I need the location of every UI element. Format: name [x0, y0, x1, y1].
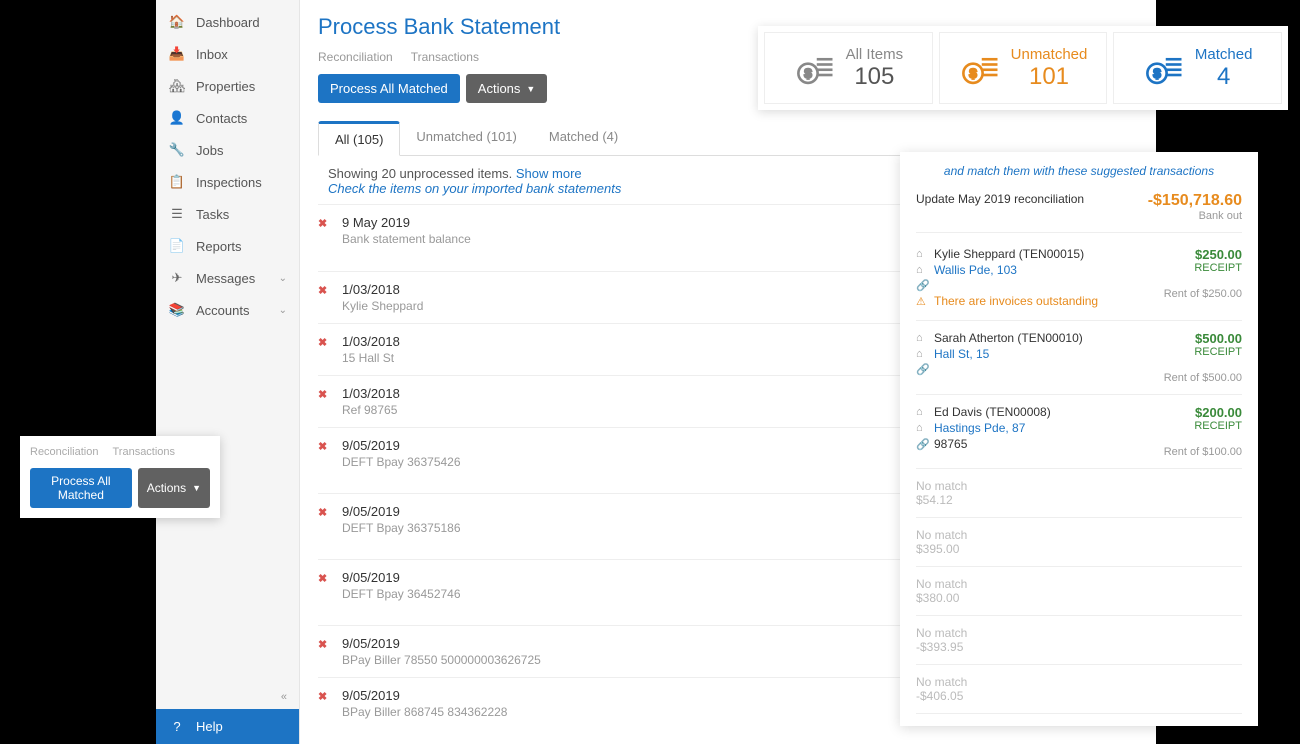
- nav-icon: 🏘: [168, 78, 186, 94]
- sidebar-item-inbox[interactable]: 📥Inbox: [156, 38, 299, 70]
- no-match-item: No match$395.00: [916, 518, 1242, 567]
- subtab-transactions[interactable]: Transactions: [411, 50, 479, 64]
- summary-sub: Bank out: [1148, 210, 1242, 222]
- no-match-item: No match-$406.05: [916, 665, 1242, 714]
- sidebar-item-inspections[interactable]: 📋Inspections: [156, 166, 299, 198]
- nav-icon: 📋: [168, 174, 186, 190]
- sidebar-item-dashboard[interactable]: 🏠Dashboard: [156, 6, 299, 38]
- coins-icon: $: [1143, 47, 1185, 89]
- remove-row-icon[interactable]: ✖: [318, 334, 334, 349]
- float-actions-button[interactable]: Actions▼: [138, 468, 210, 508]
- no-match-item: No match$54.12: [916, 469, 1242, 518]
- remove-row-icon[interactable]: ✖: [318, 215, 334, 230]
- remove-row-icon[interactable]: ✖: [318, 438, 334, 453]
- sidebar-item-messages[interactable]: ✈Messages⌄: [156, 262, 299, 294]
- coins-icon: $: [959, 47, 1001, 89]
- stat-matched[interactable]: $ Matched 4: [1113, 32, 1282, 104]
- stats-card: $ All Items 105 $ Unmatched 101 $ Matche…: [758, 26, 1288, 110]
- help-icon: ?: [168, 719, 186, 734]
- suggestion-item[interactable]: ⌂Sarah Atherton (TEN00010) ⌂Hall St, 15 …: [916, 321, 1242, 395]
- float-tab-reconciliation[interactable]: Reconciliation: [30, 446, 98, 458]
- summary-amount: -$150,718.60: [1148, 192, 1242, 210]
- link-icon: 🔗: [916, 363, 928, 376]
- no-match-item: No match$380.00: [916, 567, 1242, 616]
- svg-text:$: $: [1153, 67, 1160, 81]
- link-icon: 🔗: [916, 438, 928, 451]
- property-link[interactable]: Wallis Pde, 103: [934, 263, 1017, 277]
- property-icon: ⌂: [916, 348, 928, 360]
- nav-icon: 📄: [168, 238, 186, 254]
- help-label: Help: [196, 719, 223, 734]
- suggestion-item[interactable]: ⌂Kylie Sheppard (TEN00015) ⌂Wallis Pde, …: [916, 237, 1242, 321]
- suggestion-item[interactable]: ⌂Ed Davis (TEN00008) ⌂Hastings Pde, 87 🔗…: [916, 395, 1242, 469]
- suggestion-type: RECEIPT: [1132, 346, 1242, 358]
- caret-icon: ▼: [526, 84, 535, 94]
- property-link[interactable]: Hastings Pde, 87: [934, 421, 1025, 435]
- sidebar-item-reports[interactable]: 📄Reports: [156, 230, 299, 262]
- summary-label: Update May 2019 reconciliation: [916, 192, 1084, 222]
- suggestions-heading: and match them with these suggested tran…: [916, 164, 1242, 178]
- remove-row-icon[interactable]: ✖: [318, 636, 334, 651]
- tenant-icon: ⌂: [916, 406, 928, 418]
- chevron-down-icon: ⌄: [279, 273, 287, 284]
- nav-icon: 🔧: [168, 142, 186, 158]
- remove-row-icon[interactable]: ✖: [318, 504, 334, 519]
- suggestion-type: RECEIPT: [1132, 420, 1242, 432]
- nav-icon: 👤: [168, 110, 186, 126]
- coins-icon: $: [794, 47, 836, 89]
- suggestions-panel: and match them with these suggested tran…: [900, 152, 1258, 726]
- warning-icon: ⚠: [916, 295, 928, 308]
- tab-unmatched[interactable]: Unmatched (101): [400, 121, 532, 155]
- svg-text:$: $: [804, 67, 811, 81]
- suggestion-rent: Rent of $250.00: [1132, 288, 1242, 300]
- link-icon: 🔗: [916, 279, 928, 292]
- tab-matched[interactable]: Matched (4): [533, 121, 634, 155]
- collapse-sidebar[interactable]: «: [156, 685, 299, 709]
- property-icon: ⌂: [916, 422, 928, 434]
- subtab-reconciliation[interactable]: Reconciliation: [318, 50, 393, 64]
- process-all-button[interactable]: Process All Matched: [318, 74, 460, 103]
- sidebar-item-properties[interactable]: 🏘Properties: [156, 70, 299, 102]
- no-match-item: No match-$393.95: [916, 616, 1242, 665]
- svg-text:$: $: [969, 67, 976, 81]
- caret-icon: ▼: [192, 483, 201, 493]
- sidebar-item-contacts[interactable]: 👤Contacts: [156, 102, 299, 134]
- suggestion-type: RECEIPT: [1132, 262, 1242, 274]
- nav-icon: 📚: [168, 302, 186, 318]
- remove-row-icon[interactable]: ✖: [318, 688, 334, 703]
- float-tab-transactions[interactable]: Transactions: [112, 446, 175, 458]
- sidebar-item-tasks[interactable]: ☰Tasks: [156, 198, 299, 230]
- help-button[interactable]: ? Help: [156, 709, 299, 744]
- tenant-icon: ⌂: [916, 332, 928, 344]
- property-icon: ⌂: [916, 264, 928, 276]
- suggestion-amount: $250.00: [1132, 247, 1242, 262]
- sidebar: 🏠Dashboard📥Inbox🏘Properties👤Contacts🔧Job…: [156, 0, 300, 744]
- stat-all[interactable]: $ All Items 105: [764, 32, 933, 104]
- filter-tabs: All (105) Unmatched (101) Matched (4): [318, 121, 1138, 156]
- nav-icon: ☰: [168, 206, 186, 222]
- property-link[interactable]: Hall St, 15: [934, 347, 989, 361]
- suggestion-rent: Rent of $500.00: [1132, 372, 1242, 384]
- suggestion-rent: Rent of $100.00: [1132, 446, 1242, 458]
- nav-icon: ✈: [168, 270, 186, 286]
- remove-row-icon[interactable]: ✖: [318, 386, 334, 401]
- remove-row-icon[interactable]: ✖: [318, 570, 334, 585]
- float-actions-card: Reconciliation Transactions Process All …: [20, 436, 220, 518]
- remove-row-icon[interactable]: ✖: [318, 282, 334, 297]
- show-more-link[interactable]: Show more: [516, 166, 582, 181]
- nav-icon: 📥: [168, 46, 186, 62]
- tab-all[interactable]: All (105): [318, 121, 400, 156]
- nav-icon: 🏠: [168, 14, 186, 30]
- suggestion-amount: $200.00: [1132, 405, 1242, 420]
- sidebar-item-jobs[interactable]: 🔧Jobs: [156, 134, 299, 166]
- tenant-icon: ⌂: [916, 248, 928, 260]
- chevron-down-icon: ⌄: [279, 305, 287, 316]
- actions-button[interactable]: Actions▼: [466, 74, 548, 103]
- sidebar-item-accounts[interactable]: 📚Accounts⌄: [156, 294, 299, 326]
- float-process-button[interactable]: Process All Matched: [30, 468, 132, 508]
- stat-unmatched[interactable]: $ Unmatched 101: [939, 32, 1108, 104]
- suggestion-amount: $500.00: [1132, 331, 1242, 346]
